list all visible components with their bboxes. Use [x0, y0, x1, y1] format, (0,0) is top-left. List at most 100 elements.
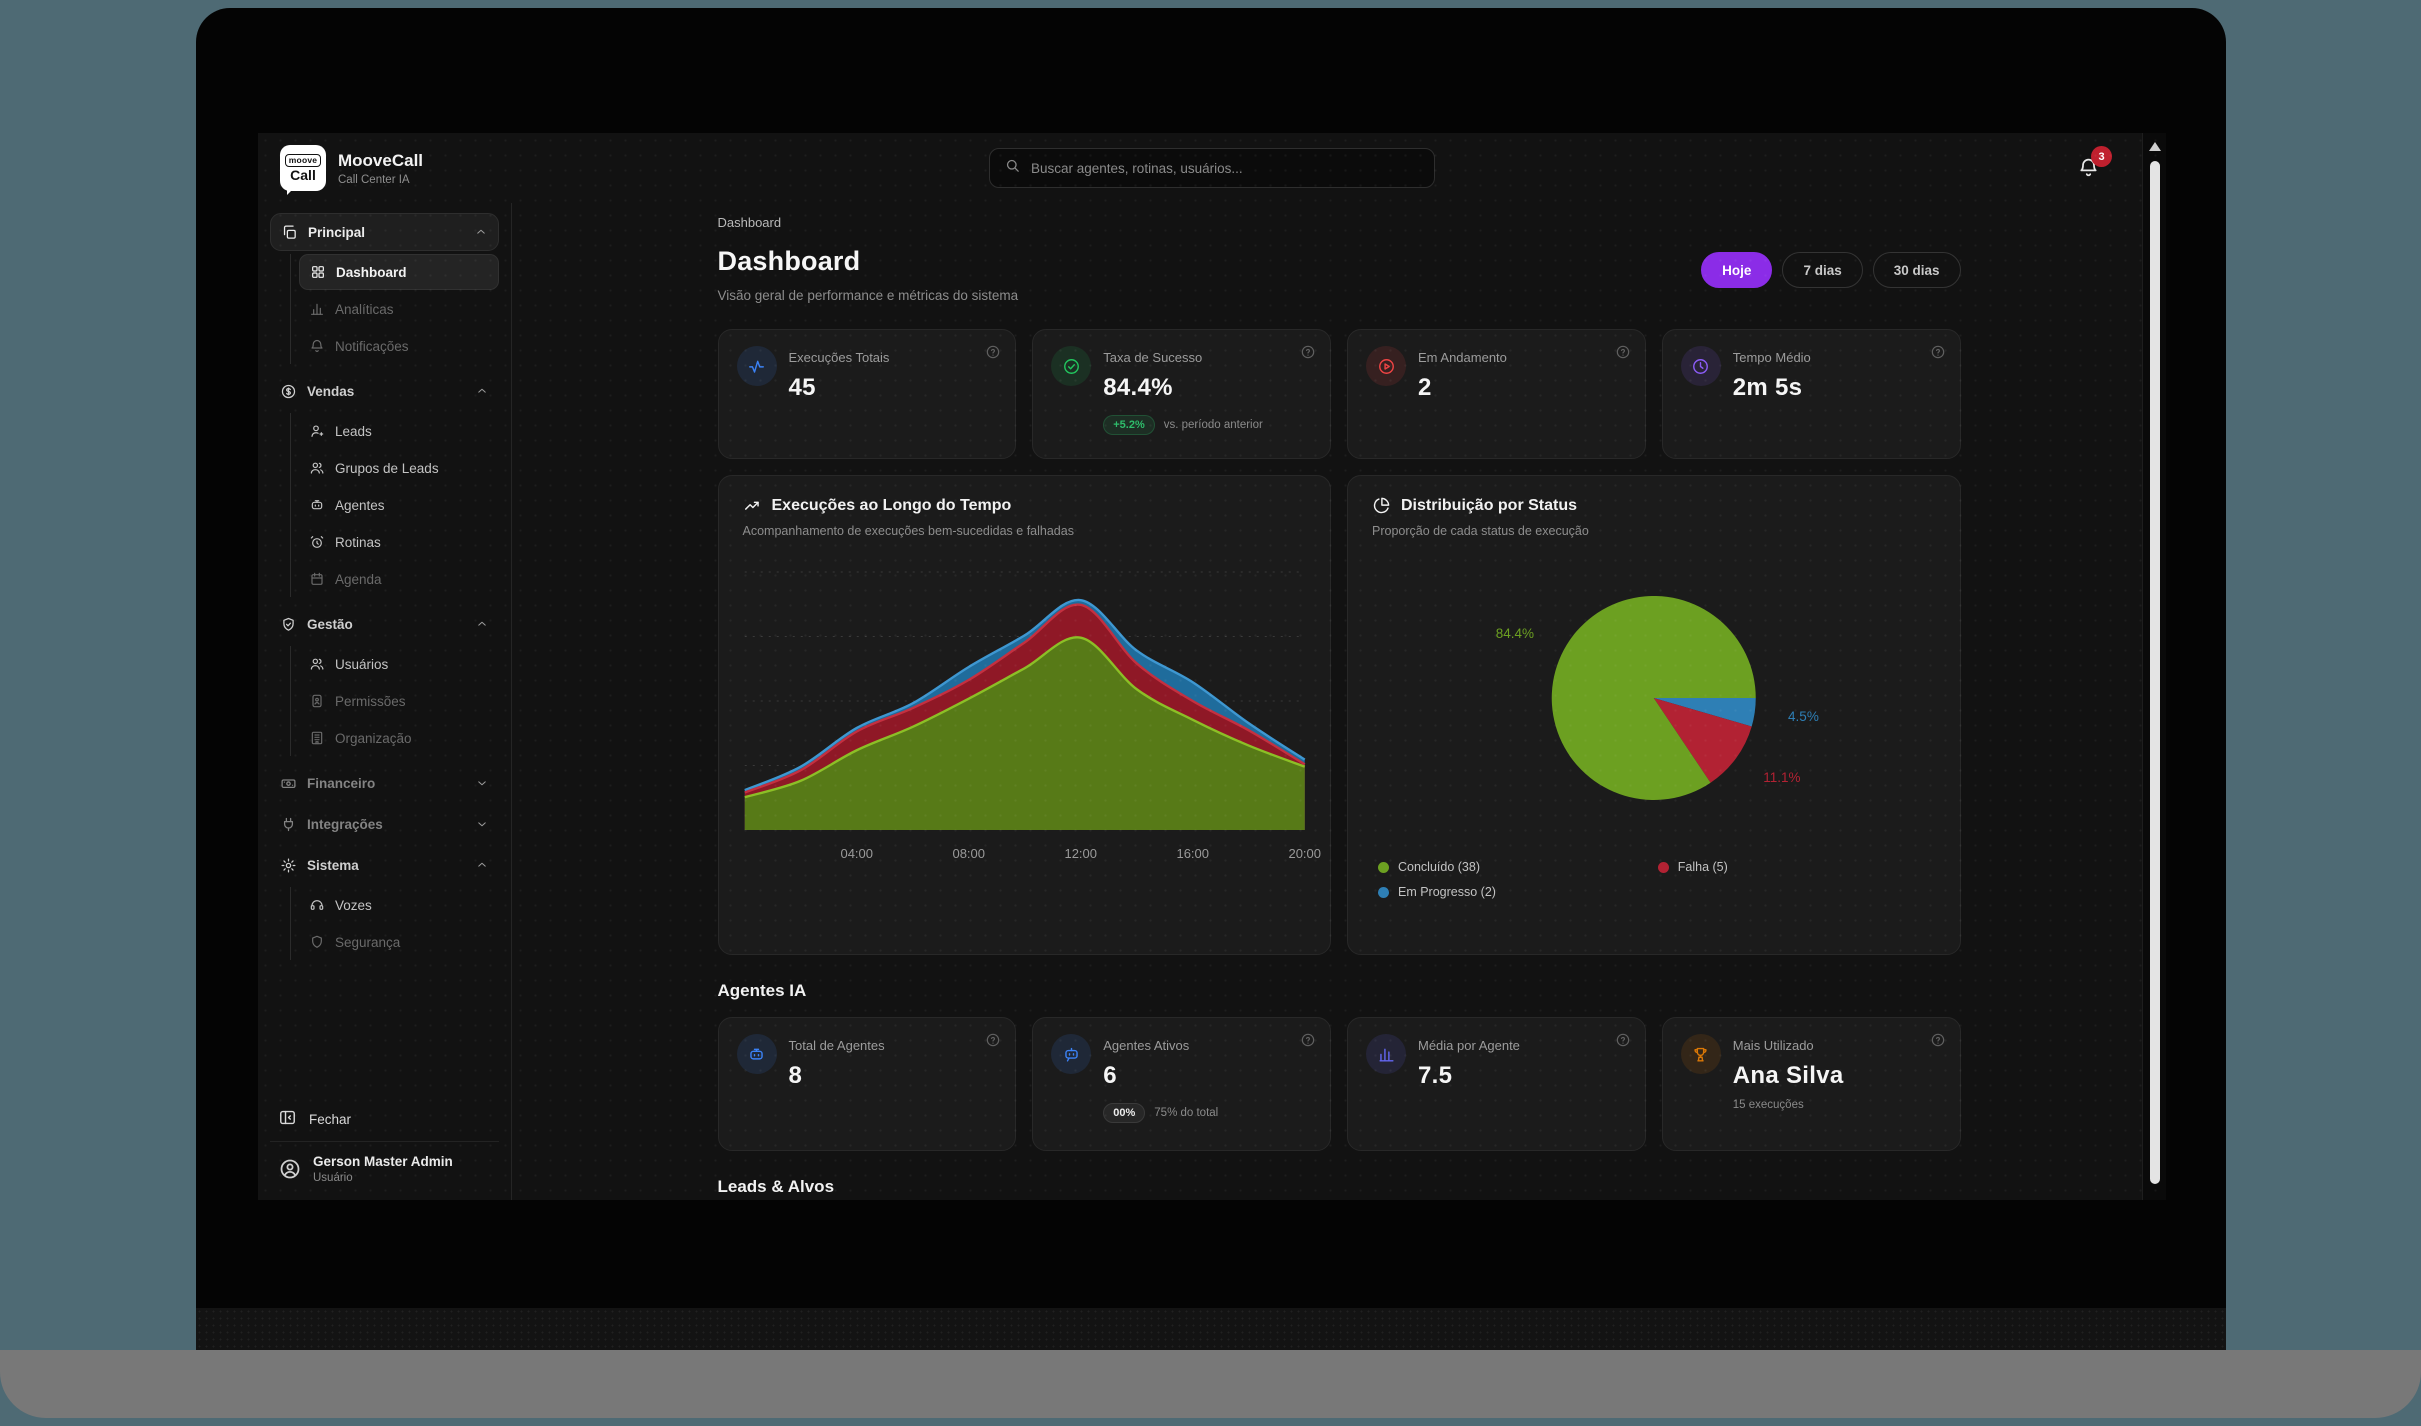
sidebar-item-rotinas[interactable]: Rotinas — [299, 524, 499, 560]
svg-text:20:00: 20:00 — [1288, 846, 1321, 861]
bot-icon — [736, 1034, 777, 1074]
sidebar-item-label: Dashboard — [336, 264, 407, 280]
sidebar-group-label: Sistema — [307, 857, 359, 873]
sidebar-group-sistema[interactable]: Sistema — [270, 846, 499, 884]
sidebar-nav: Principal Dashboard Analíticas Notificações… — [270, 213, 499, 1097]
financeiro-icon — [280, 775, 297, 792]
stat-value: 2m 5s — [1732, 374, 1803, 401]
chevron-up-icon — [475, 617, 489, 631]
sidebar-group-vendas[interactable]: Vendas — [270, 372, 499, 410]
voice-icon — [309, 897, 325, 913]
stat-card-taxa-de-sucesso: Taxa de Sucesso 84.4% +5.2% vs. período ant… — [1032, 329, 1331, 459]
executions-area-chart[interactable]: 04:00 08:00 12:00 16:00 20:00 — [743, 560, 1321, 890]
gestao-icon — [280, 616, 297, 633]
sistema-icon — [280, 857, 297, 874]
sidebar-group-label: Principal — [308, 224, 366, 240]
stat-badge-note: 75% do total — [1154, 1107, 1219, 1119]
stat-value: Ana Silva — [1732, 1062, 1844, 1089]
card-details-icon[interactable] — [1615, 1032, 1631, 1048]
sidebar-item-usuarios[interactable]: Usuários — [299, 646, 499, 682]
clock-icon — [1680, 346, 1721, 386]
stat-value: 6 — [1103, 1062, 1117, 1089]
sidebar-item-seguranca[interactable]: Segurança — [299, 924, 499, 960]
integracoes-icon — [280, 816, 297, 833]
sidebar-collapse-button[interactable]: Fechar — [270, 1097, 499, 1141]
range-button-7-dias[interactable]: 7 dias — [1782, 252, 1863, 288]
sidebar-item-permissoes[interactable]: Permissões — [299, 683, 499, 719]
vertical-scrollbar[interactable] — [2142, 133, 2166, 1200]
search-icon — [1004, 157, 1021, 179]
leads-section-title: Leads & Alvos — [717, 1177, 835, 1196]
stat-card-em-andamento: Em Andamento 2 — [1347, 329, 1646, 459]
legend-label: Em Progresso (2) — [1398, 885, 1496, 899]
status-pie-chart[interactable]: 4.5% 11.1% 84.4% — [1372, 546, 1936, 846]
pie-slice-concluido[interactable] — [1551, 595, 1756, 800]
search-input[interactable] — [1031, 160, 1420, 176]
topbar: moove Call MooveCall Call Center IA 3 — [258, 133, 2166, 203]
svg-text:16:00: 16:00 — [1176, 846, 1209, 861]
laptop-base — [0, 1350, 2421, 1418]
card-details-icon[interactable] — [1615, 344, 1631, 360]
sidebar-item-label: Analíticas — [335, 301, 394, 317]
user-name: Gerson Master Admin — [313, 1154, 453, 1169]
sidebar-group-financeiro[interactable]: Financeiro — [270, 764, 499, 802]
bot-message-icon — [1051, 1034, 1092, 1074]
sidebar-item-dashboard[interactable]: Dashboard — [299, 254, 499, 290]
sidebar-item-label: Rotinas — [335, 534, 381, 550]
pie-slice-falha[interactable] — [1653, 698, 1752, 783]
pie-slice-em-progresso[interactable] — [1653, 698, 1756, 727]
scroll-up-arrow-icon[interactable] — [2149, 142, 2161, 151]
panel-close-icon — [278, 1108, 297, 1130]
sidebar-group-items: Leads Grupos de Leads Agentes Rotinas Agenda — [290, 413, 499, 597]
sidebar-item-notificacoes[interactable]: Notificações — [299, 328, 499, 364]
sidebar-item-organizacao[interactable]: Organização — [299, 720, 499, 756]
global-search[interactable] — [989, 148, 1435, 188]
sidebar-item-label: Organização — [335, 730, 412, 746]
stat-badge-row: 00% 75% do total — [1103, 1103, 1312, 1123]
stat-card-tempo-medio: Tempo Médio 2m 5s — [1661, 329, 1961, 459]
agent-stats-row: Total de Agentes 8 Agentes Ativos 6 00% 75% d… — [717, 1017, 1961, 1151]
sidebar-collapse-label: Fechar — [309, 1111, 352, 1127]
card-details-icon[interactable] — [1930, 1032, 1946, 1048]
card-details-icon[interactable] — [985, 1032, 1001, 1048]
sidebar-group-gestao[interactable]: Gestão — [270, 605, 499, 643]
card-details-icon[interactable] — [985, 344, 1001, 360]
stat-card-media-por-agente: Média por Agente 7.5 — [1347, 1017, 1646, 1151]
sidebar-item-label: Notificações — [335, 338, 409, 354]
stat-value: 2 — [1418, 374, 1432, 401]
sidebar-group-principal[interactable]: Principal — [270, 213, 499, 251]
logo-word-moove: moove — [284, 153, 322, 167]
notifications-button[interactable]: 3 — [2077, 146, 2112, 183]
sidebar-item-analiticas[interactable]: Analíticas — [299, 291, 499, 327]
sidebar-item-leads[interactable]: Leads — [299, 413, 499, 449]
card-details-icon[interactable] — [1930, 344, 1946, 360]
range-button-30-dias[interactable]: 30 dias — [1872, 252, 1961, 288]
sidebar-item-label: Agenda — [335, 571, 382, 587]
user-menu[interactable]: Gerson Master Admin Usuário — [270, 1141, 499, 1188]
chevron-up-icon — [475, 384, 489, 398]
legend-label: Falha (5) — [1677, 860, 1728, 874]
sidebar-item-grupos-de-leads[interactable]: Grupos de Leads — [299, 450, 499, 486]
card-details-icon[interactable] — [1300, 1032, 1316, 1048]
stat-label: Taxa de Sucesso — [1103, 350, 1203, 365]
laptop-hinge — [196, 1308, 2226, 1350]
svg-text:84.4%: 84.4% — [1496, 626, 1534, 641]
users-icon — [309, 460, 325, 476]
status-chart-subtitle: Proporção de cada status de execução — [1372, 524, 1589, 538]
sidebar-item-agenda[interactable]: Agenda — [299, 561, 499, 597]
stat-label: Agentes Ativos — [1103, 1038, 1190, 1053]
sidebar-item-vozes[interactable]: Vozes — [299, 887, 499, 923]
sidebar-item-agentes[interactable]: Agentes — [299, 487, 499, 523]
bell-icon — [2077, 158, 2100, 183]
stat-label: Total de Agentes — [788, 1038, 885, 1053]
chart-icon — [309, 301, 325, 317]
card-details-icon[interactable] — [1300, 344, 1316, 360]
scrollbar-thumb[interactable] — [2150, 161, 2160, 1184]
sidebar-group-integracoes[interactable]: Integrações — [270, 805, 499, 843]
svg-text:11.1%: 11.1% — [1763, 770, 1800, 785]
trending-up-icon — [743, 496, 762, 515]
breadcrumb[interactable]: Dashboard — [717, 215, 782, 230]
stat-badge: 00% — [1103, 1103, 1146, 1123]
chevron-up-icon — [475, 858, 489, 872]
range-button-hoje[interactable]: Hoje — [1701, 252, 1773, 288]
